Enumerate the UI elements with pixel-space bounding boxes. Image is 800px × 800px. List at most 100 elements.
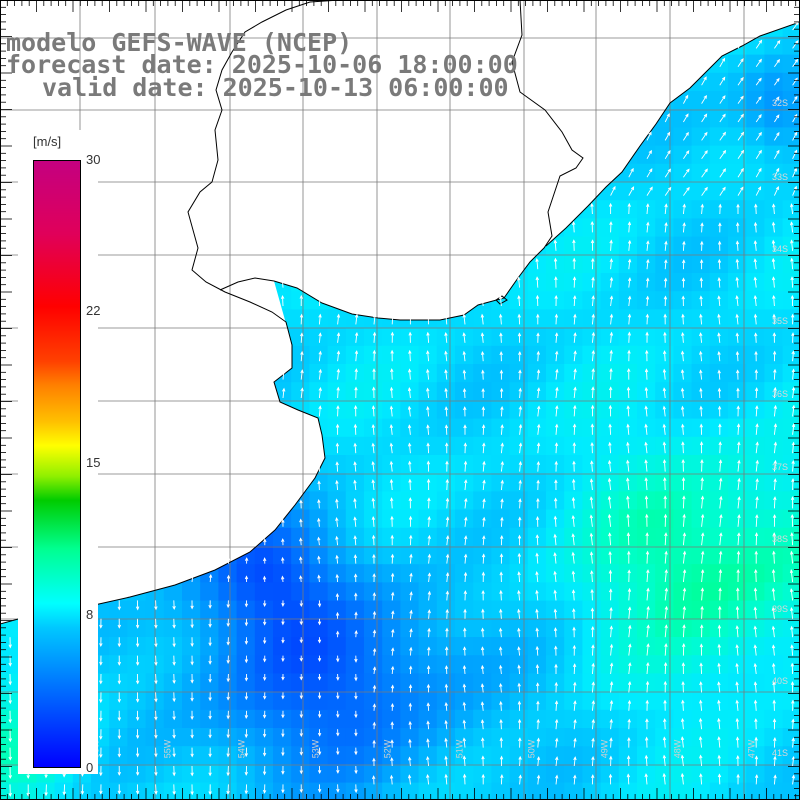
wind-arrow-head <box>776 58 781 63</box>
wind-arrow-head <box>758 39 763 44</box>
wind-cell <box>309 673 329 693</box>
wind-cell <box>673 600 693 620</box>
wind-cell <box>637 546 656 565</box>
wind-arrow <box>590 220 594 233</box>
wind-arrow-head <box>722 131 727 136</box>
wind-cell <box>637 527 656 547</box>
wind-cell <box>546 273 565 292</box>
wind-cell <box>0 728 19 747</box>
wind-arrow-shaft <box>646 168 653 178</box>
wind-arrow-shaft <box>536 277 539 288</box>
wind-cell <box>273 728 292 747</box>
wind-cell <box>473 491 492 511</box>
wind-arrow <box>701 186 708 196</box>
wind-arrow <box>790 276 794 288</box>
wind-cell <box>728 163 747 183</box>
wind-arrow-head <box>794 58 799 63</box>
wind-arrow-shaft <box>737 187 744 196</box>
wind-arrow <box>736 203 740 214</box>
wind-arrow-shaft <box>518 295 521 307</box>
wind-cell <box>364 655 383 674</box>
wind-cell <box>764 182 784 201</box>
wind-cell <box>673 182 693 201</box>
wind-cell <box>637 327 656 347</box>
wind-cell <box>764 473 784 492</box>
wind-cell <box>655 582 674 602</box>
wind-arrow-shaft <box>701 76 707 86</box>
wind-arrow-head <box>703 76 707 81</box>
wind-cell <box>546 728 565 747</box>
wind-arrow <box>572 257 576 270</box>
wind-arrow-shaft <box>701 204 703 215</box>
wind-arrow-head <box>704 168 708 173</box>
wind-cell <box>582 728 602 747</box>
wind-cell <box>782 400 800 420</box>
wind-cell <box>345 691 365 711</box>
wind-arrow-shaft <box>755 186 761 196</box>
wind-cell <box>782 54 800 74</box>
wind-cell <box>546 345 565 365</box>
wind-cell <box>291 382 310 401</box>
wind-arrow-shaft <box>682 241 685 251</box>
wind-cell <box>364 764 383 784</box>
wind-cell <box>345 655 365 674</box>
wind-cell <box>418 764 438 784</box>
wind-cell <box>418 728 438 747</box>
wind-arrow <box>573 295 577 307</box>
wind-cell <box>127 728 147 747</box>
wind-arrow <box>646 131 652 141</box>
wind-arrow-shaft <box>792 96 798 104</box>
wind-arrow-shaft <box>701 95 707 104</box>
wind-cell <box>418 655 438 674</box>
land-area <box>0 0 800 624</box>
wind-cell <box>327 600 347 620</box>
wind-arrow-head <box>717 240 722 245</box>
wind-cell <box>436 728 456 747</box>
wind-cell <box>291 309 310 329</box>
wind-arrow-head <box>740 167 744 172</box>
wind-arrow <box>517 276 521 288</box>
wind-cell <box>473 764 492 784</box>
wind-cell <box>673 145 693 165</box>
wind-arrow-head <box>664 203 668 208</box>
wind-arrow-head <box>630 167 634 172</box>
wind-arrow-head <box>740 113 744 118</box>
wind-arrow-head <box>776 131 780 136</box>
wind-arrow <box>701 168 708 178</box>
wind-arrow <box>701 131 708 141</box>
wind-cell <box>655 145 674 165</box>
wind-cell <box>764 436 784 456</box>
wind-arrow-head <box>704 150 708 154</box>
wind-cell <box>691 163 711 183</box>
wind-arrow <box>701 94 707 104</box>
wind-arrow-head <box>663 277 668 282</box>
wind-arrow-shaft <box>664 168 671 178</box>
wind-cell <box>473 673 492 693</box>
wind-cell <box>782 200 800 219</box>
wind-cell <box>691 436 711 456</box>
wind-arrow <box>535 276 539 288</box>
wind-arrow <box>700 222 704 233</box>
wind-cell <box>782 254 800 274</box>
wind-arrow <box>535 257 539 270</box>
wind-cell <box>345 764 365 784</box>
wind-cell <box>782 764 800 784</box>
wind-arrow <box>753 276 757 288</box>
wind-cell <box>400 618 420 638</box>
wind-arrow <box>771 239 776 251</box>
wind-arrow-head <box>740 186 744 191</box>
wind-cell <box>582 746 602 765</box>
wind-cell <box>673 254 693 274</box>
wind-cell <box>400 564 420 583</box>
wind-arrow-shaft <box>573 296 576 307</box>
wind-arrow-head <box>717 276 721 281</box>
wind-cell <box>746 746 765 765</box>
wind-cell <box>182 600 201 620</box>
wind-arrow-head <box>649 168 653 173</box>
wind-cell <box>655 782 674 800</box>
wind-arrow-shaft <box>591 258 594 270</box>
wind-arrow <box>737 113 744 123</box>
wind-arrow-shaft <box>719 95 726 104</box>
wind-cell <box>728 473 747 492</box>
wind-cell <box>127 709 147 729</box>
